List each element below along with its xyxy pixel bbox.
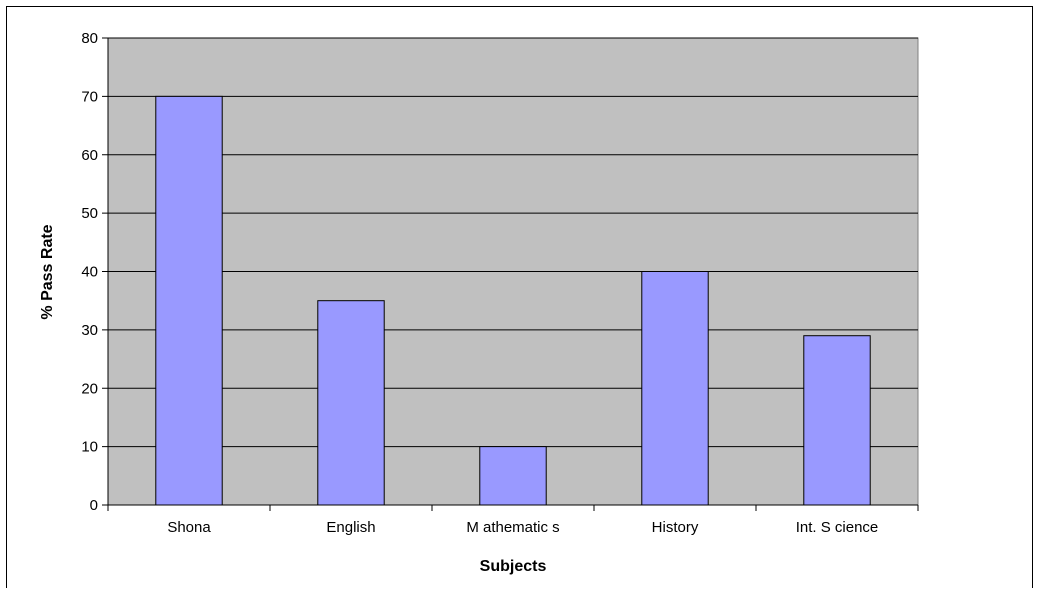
bars [155, 95, 871, 506]
y-tick-label: 60 [81, 147, 98, 164]
x-tick-label: M athematic s [466, 519, 559, 536]
bar-m-athematic-s [479, 446, 547, 506]
y-tick-label: 0 [90, 497, 98, 514]
y-tick-label: 80 [81, 30, 98, 47]
bar-english [317, 300, 385, 506]
y-tick-label: 20 [81, 380, 98, 397]
gridlines [108, 37, 918, 448]
y-axis: 0 10 20 30 40 50 60 70 80 [81, 30, 109, 514]
x-tick-label: History [652, 519, 699, 536]
bar-history [641, 271, 709, 506]
bar-shona [155, 95, 223, 506]
y-tick-label: 50 [81, 205, 98, 222]
y-tick-label: 70 [81, 88, 98, 105]
y-tick-label: 30 [81, 322, 98, 339]
y-axis-title: % Pass Rate [39, 224, 56, 319]
x-axis: Shona English M athematic s History Int. S c… [107, 504, 919, 536]
y-tick-label: 40 [81, 264, 98, 281]
x-tick-label: Int. S cience [796, 519, 879, 536]
x-axis-title: Subjects [480, 558, 547, 575]
x-tick-label: English [326, 519, 375, 536]
x-tick-label: Shona [167, 519, 211, 536]
bar-int-s-cience [803, 335, 871, 506]
y-tick-label: 10 [81, 439, 98, 456]
